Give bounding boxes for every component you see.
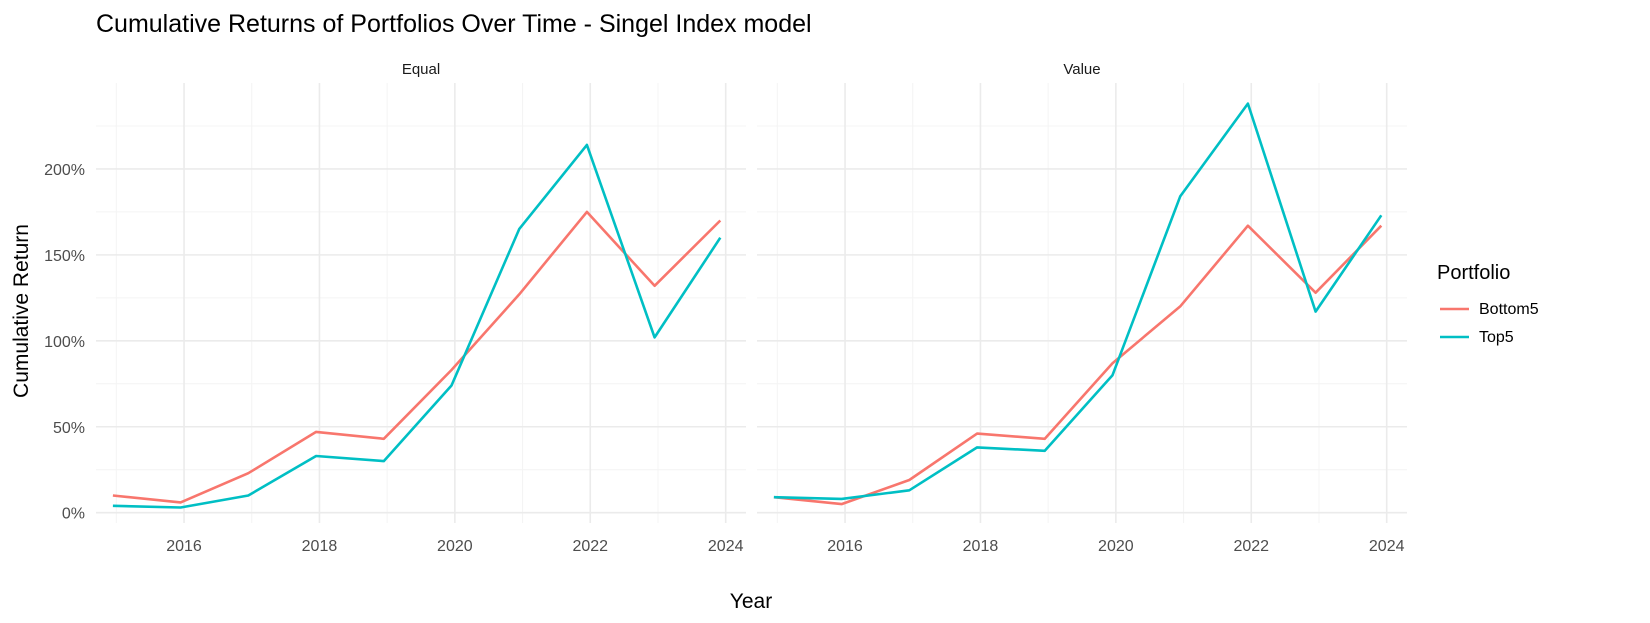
y-tick-label: 200%	[44, 162, 85, 179]
x-tick-label: 2024	[708, 538, 744, 555]
series-line-top5	[112, 143, 722, 509]
facet-strip-label: Equal	[402, 61, 440, 78]
facet-strip-label: Value	[1063, 61, 1100, 78]
series-line-top5	[773, 102, 1383, 501]
legend-label-top5: Top5	[1479, 329, 1514, 346]
x-tick-label: 2024	[1369, 538, 1405, 555]
legend-label-bottom5: Bottom5	[1479, 301, 1539, 318]
x-tick-label: 2016	[827, 538, 863, 555]
panel-value: Value 2016 2018 2020 2022 2024	[757, 61, 1407, 555]
y-tick-label: 0%	[62, 506, 85, 523]
x-tick-label: 2020	[437, 538, 473, 555]
legend: Portfolio Bottom5 Top5	[1437, 262, 1539, 346]
x-tick-label: 2022	[1233, 538, 1269, 555]
y-tick-label: 100%	[44, 334, 85, 351]
y-tick-label: 150%	[44, 248, 85, 265]
facet-panels: Equal 2016 2018 2020 2022 2024 0% 50% 100% 150% 20…	[44, 61, 1407, 555]
y-tick-label: 50%	[53, 420, 85, 437]
x-tick-label: 2020	[1098, 538, 1134, 555]
series-line-bottom5	[112, 210, 722, 504]
y-axis-title: Cumulative Return	[10, 224, 33, 398]
x-tick-label: 2022	[572, 538, 608, 555]
x-axis-title: Year	[730, 590, 772, 613]
panel-equal: Equal 2016 2018 2020 2022 2024 0% 50% 100% 150% 20…	[44, 61, 746, 555]
x-tick-label: 2018	[963, 538, 999, 555]
legend-title: Portfolio	[1437, 262, 1510, 284]
series-line-bottom5	[773, 224, 1383, 506]
chart-title: Cumulative Returns of Portfolios Over Ti…	[96, 10, 812, 38]
x-tick-label: 2018	[302, 538, 338, 555]
x-tick-label: 2016	[166, 538, 202, 555]
